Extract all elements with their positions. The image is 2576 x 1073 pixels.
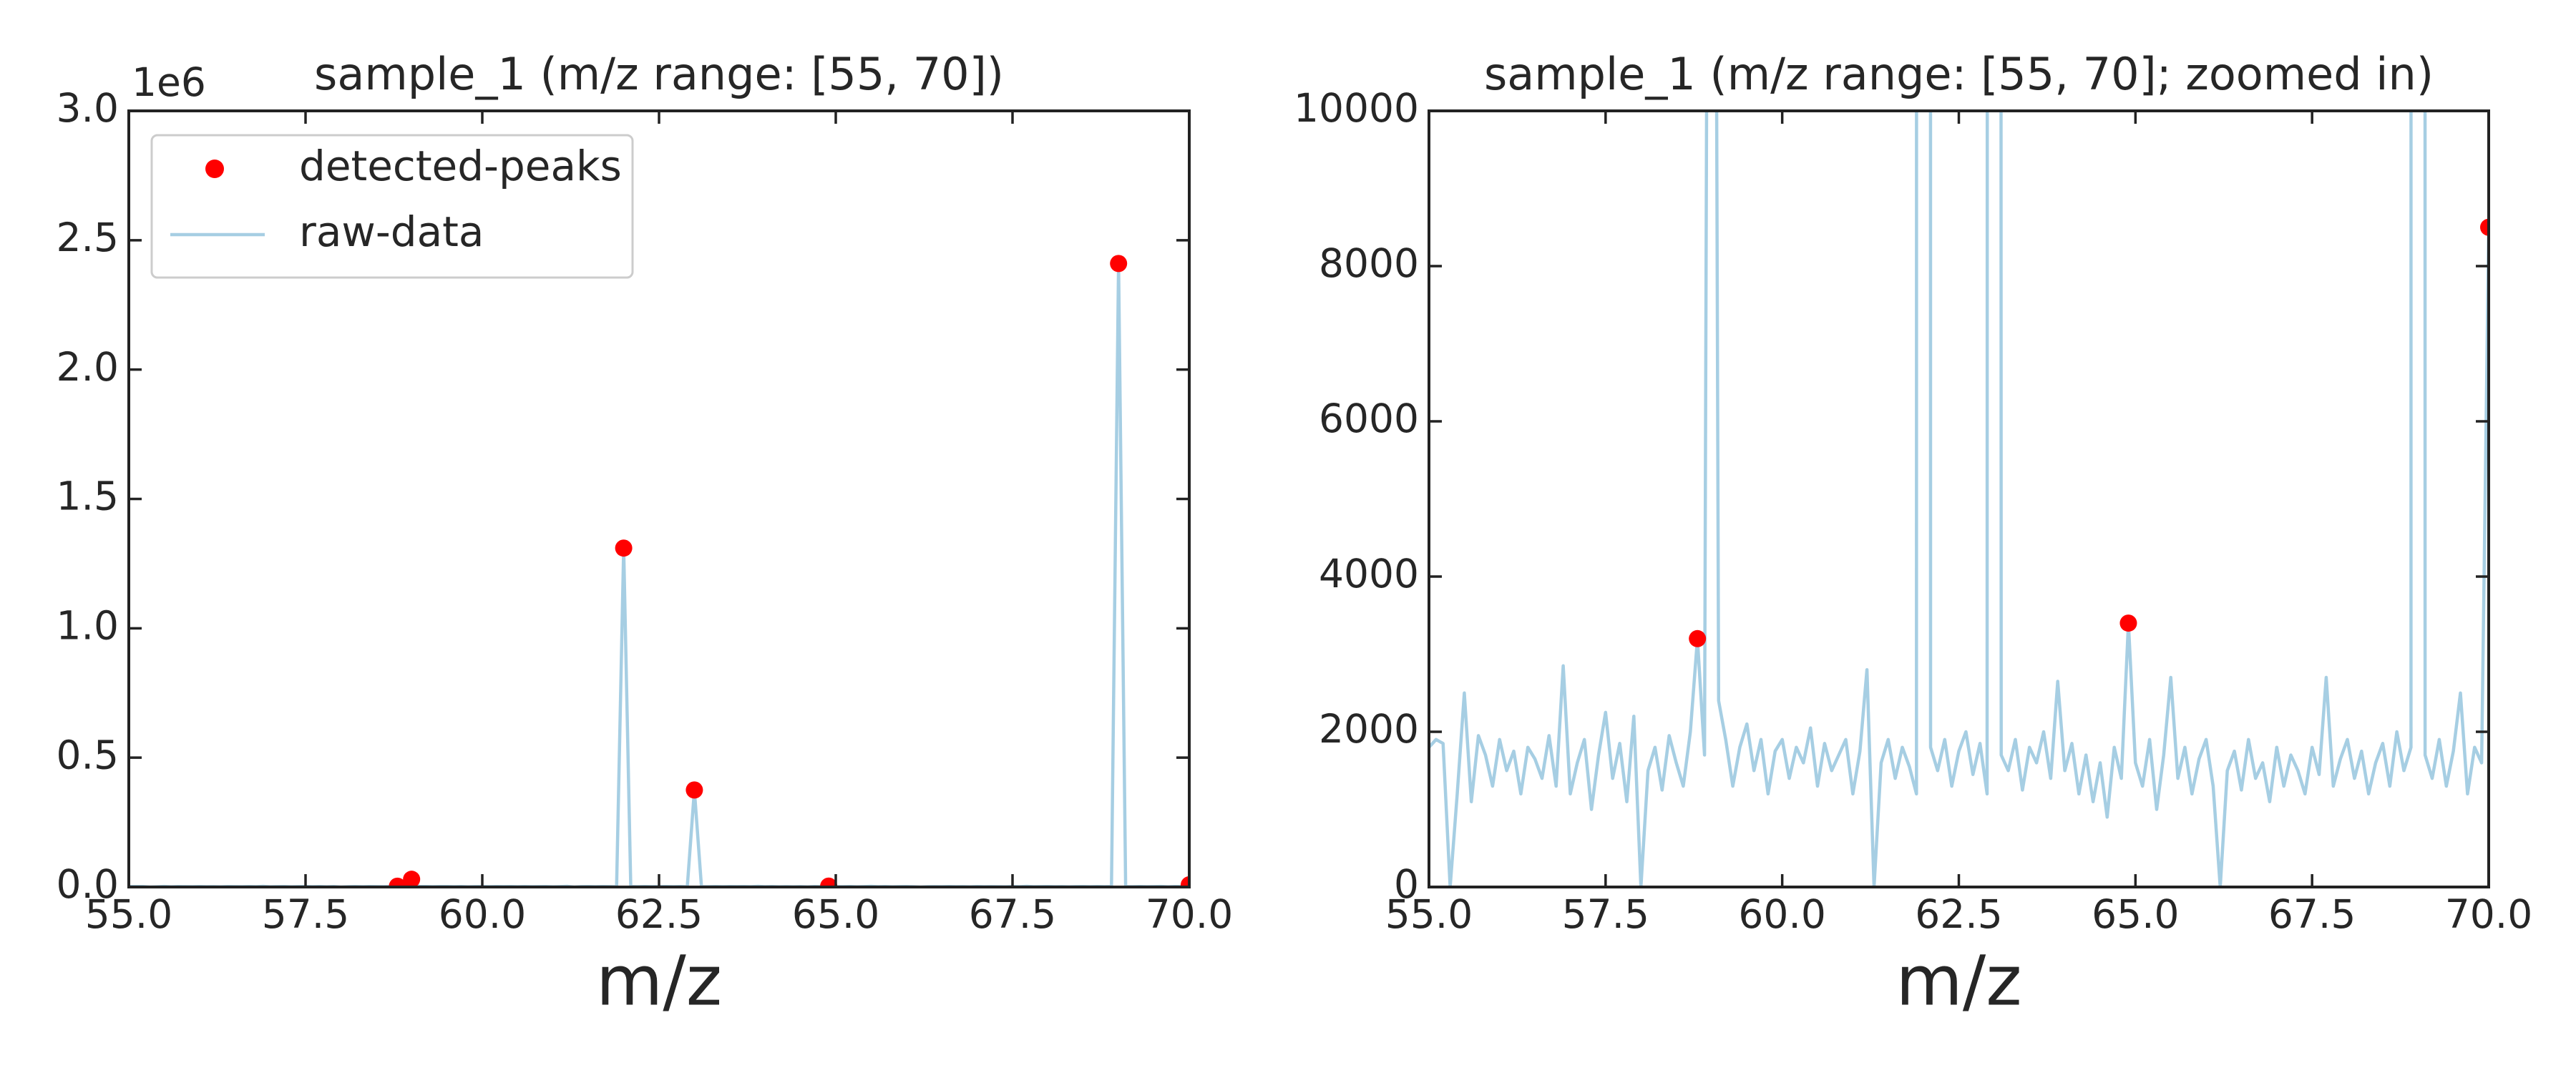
chart-title: sample_1 (m/z range: [55, 70]) (314, 48, 1004, 100)
x-tick-label: 67.5 (969, 891, 1056, 937)
x-tick-label: 67.5 (2268, 891, 2356, 937)
peak-point (1689, 629, 1707, 647)
raw-data-line (129, 262, 1189, 887)
x-tick-label: 62.5 (1915, 891, 2002, 937)
y-tick-label: 2.0 (57, 344, 119, 390)
peak-point (2119, 614, 2137, 632)
x-tick-label: 60.0 (1738, 891, 1825, 937)
raw-data-line (1429, 111, 2489, 887)
peak-point (820, 877, 838, 887)
y-tick-label: 0.0 (57, 861, 119, 907)
x-tick-label: 70.0 (2445, 891, 2532, 937)
y-tick-label: 10000 (1294, 85, 1419, 131)
y-tick-label: 1.0 (57, 602, 119, 648)
x-tick-label: 55.0 (1385, 891, 1473, 937)
x-axis-label: m/z (1896, 941, 2021, 1021)
x-tick-label: 65.0 (2092, 891, 2179, 937)
x-axis-label: m/z (596, 941, 722, 1021)
plot-area (129, 255, 1189, 887)
peak-point (2480, 218, 2489, 236)
y-tick-label: 0 (1394, 861, 1419, 907)
peak-point (389, 877, 406, 887)
y-tick-label: 3.0 (57, 85, 119, 131)
peak-point (1110, 255, 1128, 273)
y-tick-label: 8000 (1319, 240, 1419, 286)
chart-title: sample_1 (m/z range: [55, 70]; zoomed in… (1484, 48, 2434, 100)
x-tick-label: 57.5 (1562, 891, 1649, 937)
legend-label: raw-data (299, 207, 484, 256)
x-tick-label: 65.0 (792, 891, 879, 937)
legend-label: detected-peaks (299, 142, 622, 190)
x-tick-label: 55.0 (85, 891, 172, 937)
y-tick-label: 2000 (1319, 706, 1419, 752)
x-tick-label: 70.0 (1146, 891, 1233, 937)
peak-point (403, 871, 421, 887)
y-offset-label: 1e6 (132, 59, 206, 105)
x-tick-label: 62.5 (615, 891, 703, 937)
plot-area (1429, 111, 2489, 887)
peak-point (615, 539, 633, 557)
peak-point (686, 781, 703, 799)
x-tick-label: 60.0 (439, 891, 526, 937)
y-tick-label: 1.5 (57, 474, 119, 519)
legend-marker (205, 160, 224, 178)
y-tick-label: 6000 (1319, 396, 1419, 441)
y-tick-label: 2.5 (57, 215, 119, 260)
y-tick-label: 0.5 (57, 732, 119, 778)
legend-box (150, 134, 634, 279)
y-tick-label: 4000 (1319, 551, 1419, 597)
peak-point (1181, 876, 1189, 887)
x-tick-label: 57.5 (262, 891, 349, 937)
